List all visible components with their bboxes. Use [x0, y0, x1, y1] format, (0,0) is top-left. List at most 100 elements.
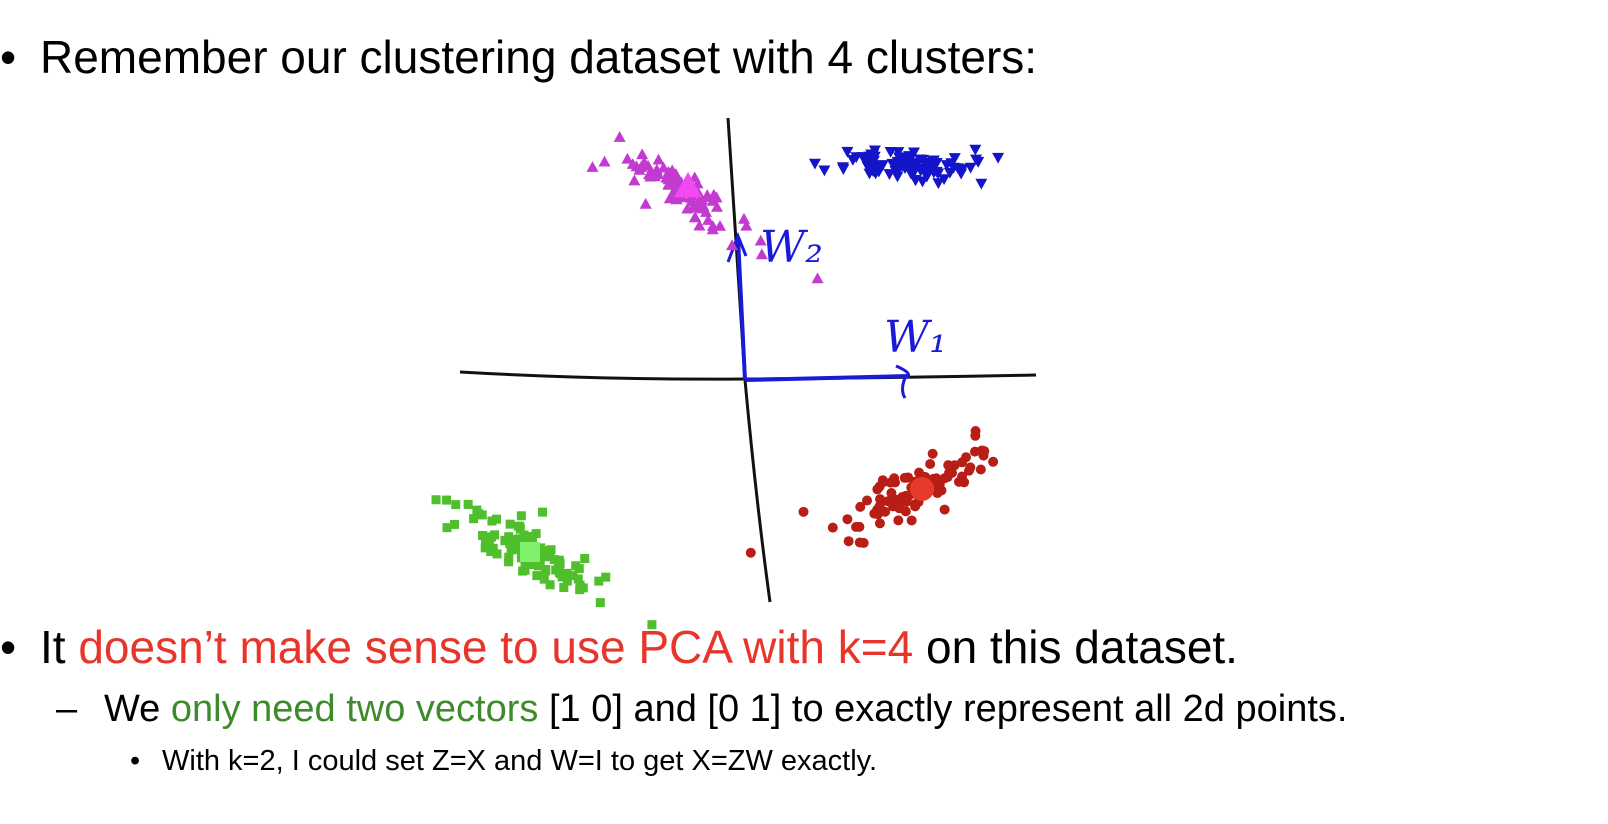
- green-point: [556, 569, 566, 579]
- green-point: [533, 561, 543, 571]
- blue-point: [921, 158, 934, 170]
- magenta-point: [652, 153, 665, 165]
- green-point: [516, 511, 526, 521]
- identity-statement: With k=2, I could set Z=X and W=I to get…: [162, 745, 878, 777]
- blue-point: [932, 178, 945, 190]
- green-point: [442, 523, 452, 533]
- red-point: [880, 506, 891, 517]
- blue-point: [975, 178, 988, 190]
- blue-point: [841, 146, 854, 158]
- vectors-post: [1 0] and [0 1] to exactly represent all…: [538, 688, 1348, 730]
- blue-point: [948, 153, 961, 164]
- green-point: [539, 574, 549, 584]
- green-point: [562, 576, 572, 586]
- blue-point: [913, 154, 926, 166]
- green-point: [488, 543, 498, 553]
- green-point: [506, 540, 516, 550]
- green-point: [546, 545, 556, 555]
- magenta-point: [663, 169, 676, 181]
- magenta-point: [693, 219, 706, 231]
- green-point: [484, 538, 494, 548]
- red-point: [745, 547, 756, 558]
- green-point: [490, 530, 500, 540]
- green-point: [450, 519, 460, 529]
- green-point: [431, 495, 441, 505]
- blue-point: [808, 158, 821, 170]
- green-point: [504, 552, 514, 562]
- red-point: [939, 504, 950, 515]
- green-point: [594, 576, 604, 586]
- magenta-point: [714, 219, 727, 231]
- red-point: [988, 456, 999, 467]
- red-point: [854, 537, 865, 548]
- green-point: [647, 620, 657, 630]
- blue-point: [863, 151, 876, 163]
- blue-point: [951, 163, 964, 175]
- magenta-point: [710, 191, 723, 203]
- magenta-point: [755, 248, 768, 260]
- red-point: [895, 497, 906, 508]
- green-point: [535, 545, 545, 555]
- magenta-point: [811, 272, 824, 284]
- green-point: [559, 582, 569, 592]
- green-point: [491, 514, 501, 524]
- green-point: [504, 557, 514, 567]
- magenta-point: [621, 152, 634, 164]
- magenta-point: [696, 202, 709, 214]
- red-point: [855, 501, 866, 512]
- pca-highlight: doesn’t make sense to use PCA with k=4: [78, 621, 914, 673]
- green-point: [492, 549, 502, 559]
- red-point: [798, 506, 809, 517]
- red-point: [827, 522, 838, 533]
- blue-point: [861, 161, 874, 173]
- red-point: [931, 473, 942, 484]
- blue-point: [972, 156, 985, 168]
- green-point: [526, 560, 536, 570]
- red-point: [963, 465, 974, 476]
- green-point: [505, 519, 515, 529]
- blue-point: [969, 144, 982, 156]
- green-point: [555, 558, 565, 568]
- magenta-centroid: [674, 172, 702, 198]
- w2-arrowhead: [726, 231, 748, 263]
- green-centroid: [520, 542, 540, 562]
- green-point: [500, 536, 510, 546]
- blue-point: [927, 167, 940, 179]
- magenta-point: [613, 131, 626, 142]
- green-point: [575, 585, 585, 595]
- red-point: [878, 477, 889, 488]
- blue-point: [905, 168, 918, 180]
- red-point: [874, 518, 885, 529]
- green-point: [573, 574, 583, 584]
- magenta-point: [586, 161, 599, 172]
- green-point: [513, 537, 523, 547]
- magenta-point: [636, 148, 649, 160]
- vectors-statement: We only need two vectors [1 0] and [0 1]…: [104, 688, 1347, 731]
- green-point: [601, 572, 611, 582]
- blue-point: [873, 160, 886, 172]
- red-point: [854, 521, 865, 532]
- magenta-point: [639, 197, 652, 209]
- blue-point: [884, 146, 897, 158]
- green-point: [571, 561, 581, 571]
- magenta-point: [681, 202, 694, 214]
- magenta-point: [710, 200, 723, 212]
- red-point: [957, 457, 968, 468]
- magenta-point: [702, 214, 715, 225]
- w2-label: W₂: [760, 222, 823, 273]
- pca-statement: It doesn’t make sense to use PCA with k=…: [40, 620, 1238, 674]
- blue-point: [909, 175, 922, 186]
- green-point: [515, 524, 525, 534]
- green-point: [463, 499, 473, 509]
- magenta-point: [726, 239, 739, 251]
- blue-point: [891, 171, 904, 183]
- red-point: [939, 473, 950, 484]
- blue-point: [889, 163, 902, 175]
- green-point: [469, 514, 479, 524]
- red-point: [862, 495, 873, 506]
- green-point: [522, 532, 532, 542]
- red-point: [975, 464, 986, 475]
- green-point: [562, 568, 572, 578]
- magenta-point: [684, 191, 697, 203]
- magenta-point: [754, 234, 767, 246]
